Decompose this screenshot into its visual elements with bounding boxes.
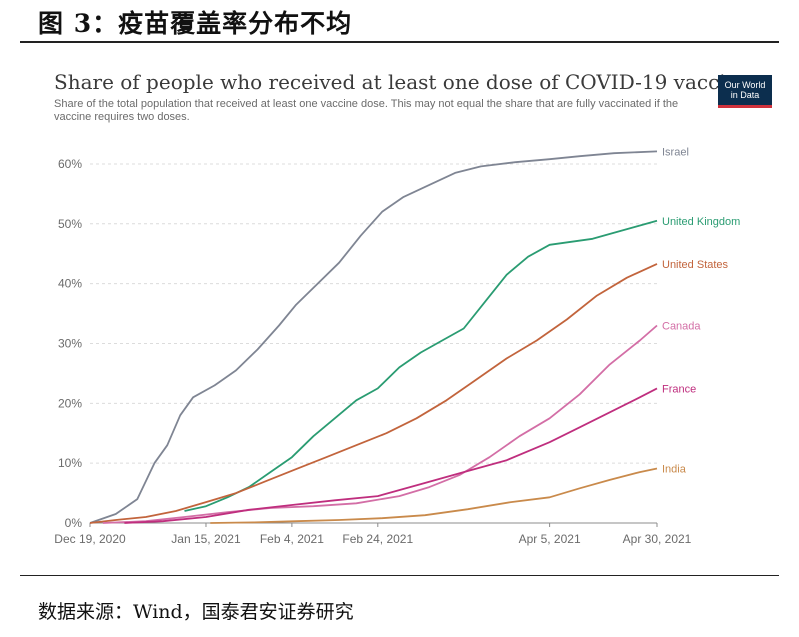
series-line-india[interactable] xyxy=(210,467,658,524)
series-line-united-kingdom[interactable] xyxy=(184,219,658,512)
logo-line-1: Our World xyxy=(724,80,766,90)
y-tick-label: 10% xyxy=(58,456,82,470)
y-tick-label: 20% xyxy=(58,396,82,410)
top-rule xyxy=(20,41,779,43)
series-label-france: France xyxy=(662,383,696,395)
our-world-in-data-logo[interactable]: Our World in Data xyxy=(718,75,772,108)
bottom-rule xyxy=(20,575,779,576)
chart-subtitle: Share of the total population that recei… xyxy=(54,98,679,123)
series-label-israel: Israel xyxy=(662,146,689,158)
x-tick-label: Apr 5, 2021 xyxy=(519,532,581,546)
series-line-united-states[interactable] xyxy=(89,263,658,524)
series-layer xyxy=(89,150,658,524)
series-line-canada[interactable] xyxy=(102,324,658,524)
x-tick-label: Jan 15, 2021 xyxy=(171,532,241,546)
x-tick-label: Feb 4, 2021 xyxy=(260,532,324,546)
chart-title: Share of people who received at least on… xyxy=(54,70,751,94)
y-tick-label: 60% xyxy=(58,157,82,171)
series-label-canada: Canada xyxy=(662,321,701,333)
y-tick-label: 0% xyxy=(65,516,83,530)
series-label-india: India xyxy=(662,464,687,476)
x-tick-label: Feb 24, 2021 xyxy=(342,532,413,546)
figure-title: 图 3：疫苗覆盖率分布不均 xyxy=(38,9,353,38)
series-labels: Israel United Kingdom United States Canada F… xyxy=(662,146,740,475)
series-line-israel[interactable] xyxy=(89,150,658,524)
y-tick-label: 30% xyxy=(58,336,82,350)
logo-line-2: in Data xyxy=(730,90,760,100)
y-tick-label: 40% xyxy=(58,277,82,291)
x-tick-label: Dec 19, 2020 xyxy=(54,532,126,546)
series-label-united-states: United States xyxy=(662,259,729,271)
source-note: 数据来源：Wind，国泰君安证券研究 xyxy=(38,601,354,623)
x-tick-label: Apr 30, 2021 xyxy=(623,532,692,546)
series-label-united-kingdom: United Kingdom xyxy=(662,216,740,228)
x-axis: Dec 19, 2020 Jan 15, 2021 Feb 4, 2021 Feb 2… xyxy=(54,523,692,546)
grid-layer: 0% 10% 20% 30% 40% 50% 60% xyxy=(58,157,657,530)
series-line-france[interactable] xyxy=(124,387,658,524)
y-tick-label: 50% xyxy=(58,217,82,231)
